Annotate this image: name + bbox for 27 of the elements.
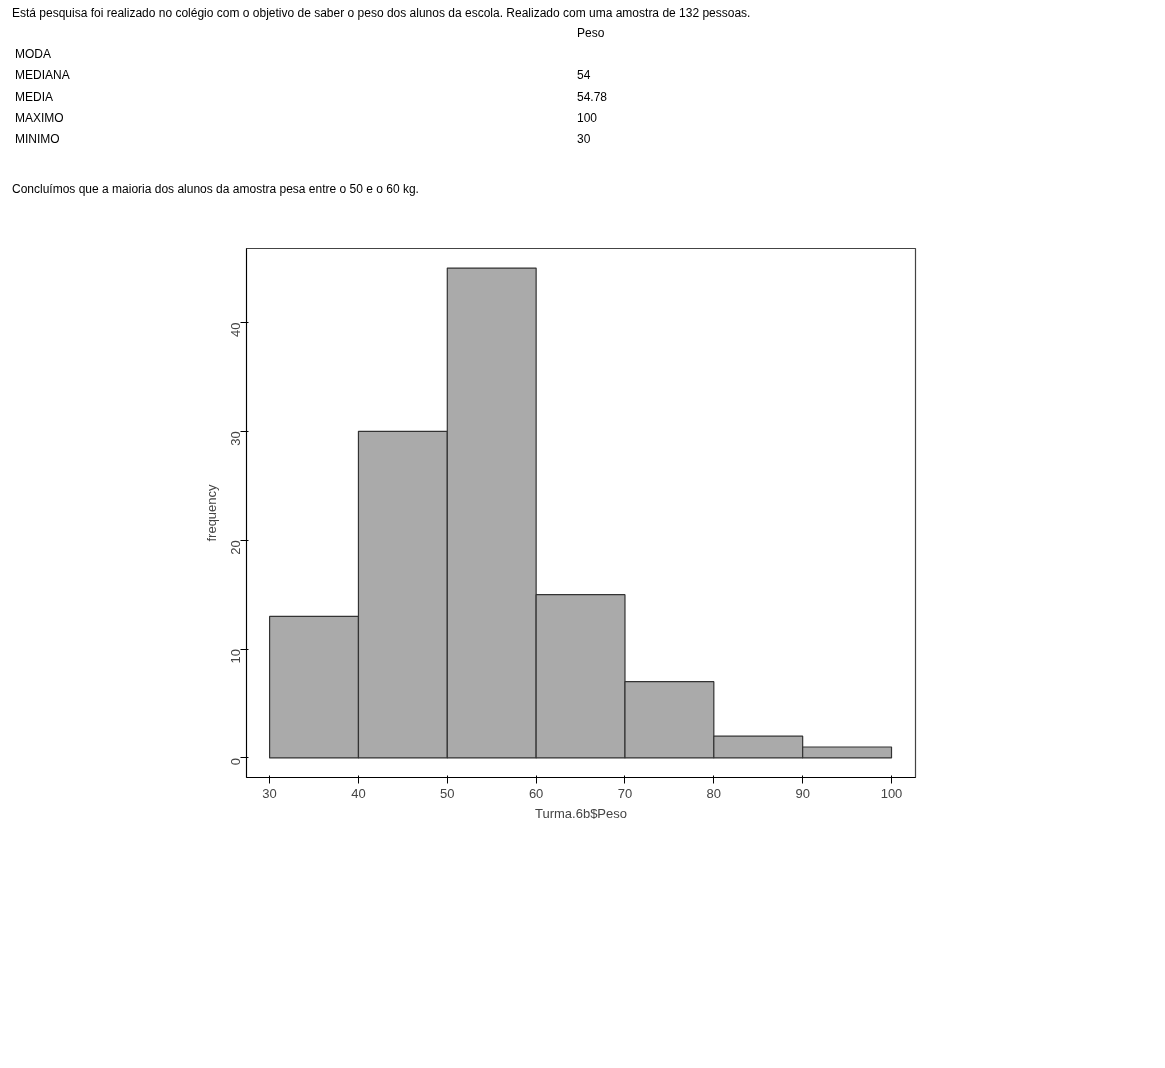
text: MINIMO [14,130,61,148]
x-tick-label: 50 [440,785,455,801]
x-tick-label: 30 [262,785,277,801]
text: MEDIANA [14,67,71,85]
x-tick-label: 60 [528,785,544,801]
text: MODA [14,46,52,64]
x-tick-label: 90 [795,785,810,801]
text: 54 [576,67,592,85]
text: Peso [576,25,606,43]
y-tick-label: 30 [228,431,243,446]
y-tick-label: 40 [228,322,243,338]
y-tick-label: 0 [228,758,243,766]
x-tick-label: 70 [617,785,633,801]
text: Concluímos que a maioria dos alunos da amostra pesa entre o 50 e o 60 kg. [12,181,420,198]
x-axis-title: Turma.6b$Peso [535,805,628,821]
x-tick-label: 100 [880,785,903,801]
text: MAXIMO [14,109,65,127]
text: 30 [576,130,592,148]
text: MEDIA [14,88,54,106]
y-tick-label: 20 [228,540,243,555]
x-tick-label: 40 [351,785,366,801]
y-axis-title: frequency [203,484,219,542]
x-tick-label: 80 [706,785,722,801]
y-tick-label: 10 [228,649,243,664]
text: 54.78 [576,88,609,106]
text: 100 [576,109,599,127]
text: Está pesquisa foi realizado no colégio com o objetivo de saber o peso dos alunos da escola. Realizado com uma amostra de 132 pessoas. [12,5,751,22]
